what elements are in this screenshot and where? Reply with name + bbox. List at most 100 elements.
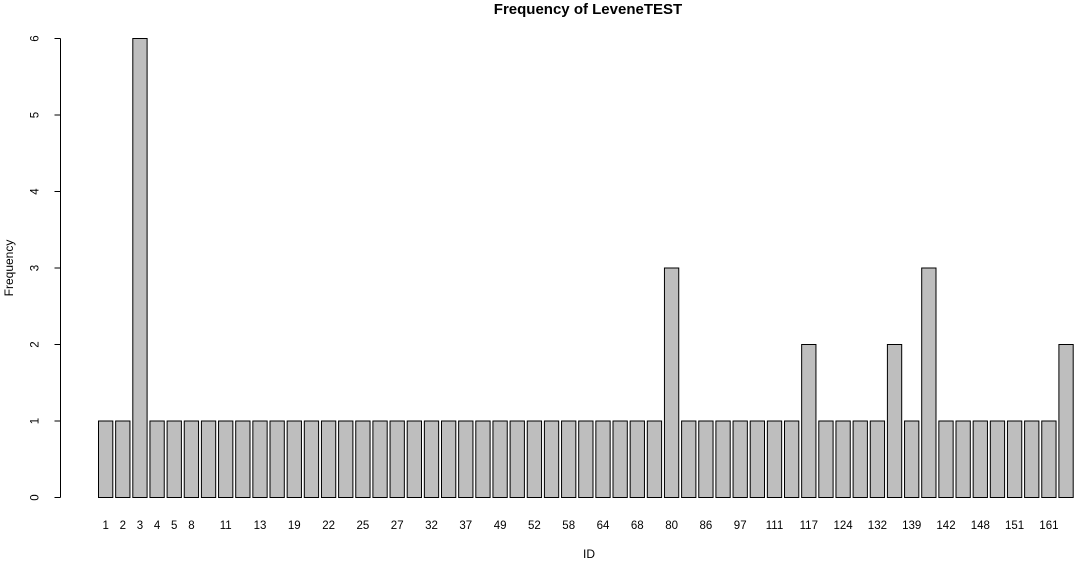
bar bbox=[766, 420, 783, 498]
bar bbox=[835, 420, 851, 498]
bar bbox=[269, 420, 285, 498]
x-tick-label: 117 bbox=[800, 520, 818, 532]
bar bbox=[286, 420, 302, 498]
bar bbox=[458, 420, 474, 498]
bar bbox=[869, 420, 886, 498]
bar bbox=[441, 420, 457, 498]
bar bbox=[166, 420, 182, 498]
bar bbox=[303, 420, 320, 498]
x-tick-label: 8 bbox=[188, 520, 194, 532]
bar bbox=[543, 420, 560, 498]
bar bbox=[98, 420, 114, 498]
bar bbox=[715, 420, 731, 498]
bar bbox=[972, 420, 988, 498]
x-tick-label: 13 bbox=[254, 520, 267, 532]
y-tick-label: 1 bbox=[30, 418, 42, 424]
x-tick-label: 19 bbox=[288, 520, 301, 532]
bar bbox=[1041, 420, 1057, 498]
x-tick-label: 4 bbox=[154, 520, 161, 532]
bar bbox=[612, 420, 628, 498]
bar bbox=[132, 38, 148, 498]
x-tick-label: 52 bbox=[528, 520, 541, 532]
bar bbox=[526, 420, 543, 498]
x-tick-label: 2 bbox=[120, 520, 126, 532]
x-tick-label: 27 bbox=[391, 520, 404, 532]
bar bbox=[338, 420, 354, 498]
x-tick-label: 1 bbox=[102, 520, 108, 532]
bar bbox=[989, 420, 1006, 498]
bar bbox=[801, 344, 817, 498]
x-tick-label: 22 bbox=[322, 520, 335, 532]
x-tick-label: 68 bbox=[631, 520, 644, 532]
x-tick-labels: 1 2 3 4 5 8 11 13 19 22 25 27 32 37 49 52 58 64 68 80 86 97 11… bbox=[102, 520, 1058, 532]
x-tick-label: 132 bbox=[868, 520, 887, 532]
bar bbox=[955, 420, 971, 498]
bar bbox=[1006, 420, 1023, 498]
bar bbox=[698, 420, 714, 498]
x-tick-label: 37 bbox=[459, 520, 472, 532]
bar bbox=[320, 420, 337, 498]
x-tick-label: 64 bbox=[597, 520, 610, 532]
bar bbox=[1058, 344, 1074, 498]
bar bbox=[1024, 420, 1040, 498]
bar bbox=[115, 420, 131, 498]
x-tick-label: 142 bbox=[936, 520, 955, 532]
bar bbox=[389, 420, 405, 498]
bar bbox=[886, 344, 903, 498]
bar bbox=[355, 420, 371, 498]
bars bbox=[98, 38, 1074, 498]
x-tick-label: 97 bbox=[734, 520, 747, 532]
bar bbox=[784, 420, 800, 498]
bar bbox=[252, 420, 268, 498]
x-tick-label: 86 bbox=[700, 520, 713, 532]
bar bbox=[492, 420, 508, 498]
bar bbox=[732, 420, 748, 498]
bar bbox=[921, 267, 937, 498]
x-tick-label: 5 bbox=[171, 520, 177, 532]
x-tick-label: 80 bbox=[665, 520, 678, 532]
x-axis-label: ID bbox=[583, 547, 595, 561]
bar bbox=[423, 420, 440, 498]
bar bbox=[578, 420, 594, 498]
bar bbox=[218, 420, 234, 498]
bar bbox=[852, 420, 868, 498]
x-tick-label: 3 bbox=[137, 520, 143, 532]
x-tick-label: 32 bbox=[425, 520, 438, 532]
bar bbox=[818, 420, 834, 498]
y-tick-label: 5 bbox=[30, 112, 42, 118]
x-tick-label: 161 bbox=[1039, 520, 1058, 532]
y-axis: 0 1 2 3 4 5 6 bbox=[30, 35, 61, 501]
bar bbox=[509, 420, 525, 498]
bar bbox=[149, 420, 165, 498]
bar bbox=[629, 420, 645, 498]
bar bbox=[595, 420, 611, 498]
x-tick-label: 11 bbox=[220, 520, 232, 532]
bar bbox=[200, 420, 217, 498]
x-tick-label: 139 bbox=[902, 520, 921, 532]
bar bbox=[681, 420, 697, 498]
x-tick-label: 124 bbox=[834, 520, 854, 532]
bar bbox=[235, 420, 251, 498]
x-tick-label: 151 bbox=[1005, 520, 1024, 532]
y-tick-label: 2 bbox=[30, 341, 42, 347]
bar bbox=[561, 420, 577, 498]
bar bbox=[663, 267, 680, 498]
x-tick-label: 49 bbox=[494, 520, 507, 532]
x-tick-label: 58 bbox=[562, 520, 575, 532]
bar bbox=[475, 420, 491, 498]
bar bbox=[372, 420, 388, 498]
bar bbox=[646, 420, 663, 498]
y-tick-label: 0 bbox=[30, 494, 42, 500]
bar bbox=[183, 420, 200, 498]
x-tick-label: 25 bbox=[357, 520, 370, 532]
x-tick-label: 111 bbox=[766, 520, 783, 532]
x-tick-label: 148 bbox=[971, 520, 990, 532]
bar bbox=[904, 420, 920, 498]
y-tick-label: 3 bbox=[30, 265, 42, 271]
y-axis-label: Frequency bbox=[2, 240, 16, 297]
chart-title: Frequency of LeveneTEST bbox=[494, 1, 682, 18]
bar bbox=[406, 420, 423, 498]
bar bbox=[749, 420, 766, 498]
bar bbox=[938, 420, 954, 498]
